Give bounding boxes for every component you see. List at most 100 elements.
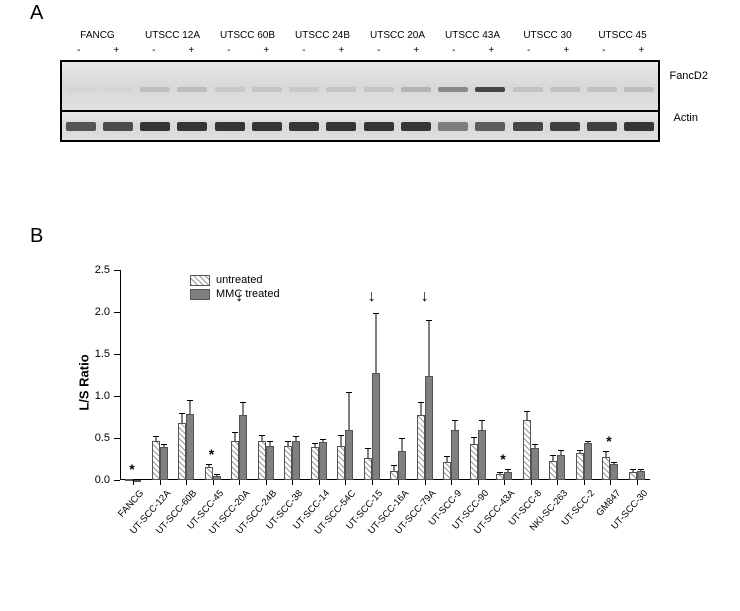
y-tick-label: 1.0 <box>70 390 110 402</box>
blot-pm-label: - <box>510 45 548 56</box>
bar-treated <box>372 373 380 480</box>
bar-treated <box>504 472 512 480</box>
y-tick-label: 2.5 <box>70 264 110 276</box>
blot-fancd2-row <box>62 62 658 110</box>
bar-untreated <box>231 441 239 480</box>
bar-untreated <box>364 458 372 480</box>
bar-treated <box>398 451 406 480</box>
bar-untreated <box>496 474 504 480</box>
blot-pm-label: - <box>435 45 473 56</box>
blot-pm-label: - <box>585 45 623 56</box>
bar-untreated <box>125 479 133 480</box>
marker-star: * <box>606 433 611 449</box>
bar-untreated <box>258 441 266 480</box>
bar-treated <box>292 441 300 480</box>
blot-sample-label: UTSCC 60B <box>210 30 285 41</box>
panel-b-label: B <box>30 225 43 248</box>
bar-treated <box>266 446 274 480</box>
bar-untreated <box>284 446 292 480</box>
blot-plus-minus-row: -+-+-+-+-+-+-+-+ <box>60 45 660 56</box>
blot-pm-label: + <box>248 45 286 56</box>
bar-untreated <box>311 447 319 480</box>
bar-group <box>470 430 486 480</box>
bar-treated <box>531 448 539 480</box>
blot-pm-label: + <box>473 45 511 56</box>
marker-star: * <box>209 446 214 462</box>
bar-treated <box>213 476 221 480</box>
bar-untreated <box>576 453 584 480</box>
bar-treated <box>425 376 433 480</box>
blot-pm-label: + <box>323 45 361 56</box>
blot-pm-label: + <box>98 45 136 56</box>
bar-treated <box>557 455 565 480</box>
blot-pm-label: + <box>398 45 436 56</box>
bar-group <box>178 414 194 480</box>
bar-untreated <box>152 441 160 480</box>
y-tick-label: 2.0 <box>70 306 110 318</box>
blot-pm-label: - <box>210 45 248 56</box>
blot-sample-headers: FANCGUTSCC 12AUTSCC 60BUTSCC 24BUTSCC 20… <box>60 30 660 41</box>
bar-untreated <box>390 471 398 480</box>
bar-untreated <box>549 461 557 480</box>
bar-group <box>496 472 512 480</box>
bar-group <box>364 373 380 480</box>
bar-treated <box>319 442 327 480</box>
bar-group <box>311 442 327 480</box>
bar-group <box>629 471 645 480</box>
blot-pm-label: + <box>548 45 586 56</box>
bar-treated <box>345 430 353 480</box>
blot-pm-label: - <box>285 45 323 56</box>
y-tick-label: 0.5 <box>70 432 110 444</box>
bar-treated <box>160 447 168 480</box>
bar-group <box>549 455 565 480</box>
bar-group <box>417 376 433 480</box>
y-axis-title: L/S Ratio <box>77 354 92 410</box>
western-blot: FANCGUTSCC 12AUTSCC 60BUTSCC 24BUTSCC 20… <box>60 30 660 142</box>
bar-treated <box>239 415 247 480</box>
blot-sample-label: FANCG <box>60 30 135 41</box>
bar-group <box>258 441 274 480</box>
bar-group <box>443 430 459 480</box>
bar-treated <box>610 464 618 480</box>
blot-actin-row <box>62 110 658 140</box>
bar-group <box>390 451 406 480</box>
panel-a-label: A <box>30 2 43 25</box>
bar-untreated <box>205 467 213 480</box>
blot-sample-label: UTSCC 20A <box>360 30 435 41</box>
blot-label-fancd2: FancD2 <box>669 70 708 82</box>
blot-sample-label: UTSCC 43A <box>435 30 510 41</box>
bar-group <box>152 441 168 480</box>
bar-untreated <box>523 420 531 480</box>
bar-untreated <box>443 462 451 480</box>
bar-treated <box>584 443 592 480</box>
bar-treated <box>451 430 459 480</box>
blot-pm-label: - <box>135 45 173 56</box>
blot-sample-label: UTSCC 30 <box>510 30 585 41</box>
blot-pm-label: + <box>623 45 661 56</box>
blot-label-actin: Actin <box>674 112 698 124</box>
y-tick-label: 1.5 <box>70 348 110 360</box>
bar-untreated <box>602 457 610 480</box>
bar-group <box>602 457 618 480</box>
bars-area <box>120 270 650 480</box>
bar-group <box>231 415 247 480</box>
bar-treated <box>637 471 645 480</box>
marker-arrow: ↓ <box>421 288 429 306</box>
bar-group <box>523 420 539 480</box>
bar-group <box>337 430 353 480</box>
bar-untreated <box>470 444 478 480</box>
blot-box <box>60 60 660 142</box>
blot-pm-label: + <box>173 45 211 56</box>
marker-arrow: ↓ <box>368 288 376 306</box>
blot-sample-label: UTSCC 12A <box>135 30 210 41</box>
bar-untreated <box>178 423 186 480</box>
bar-group <box>205 467 221 480</box>
bar-untreated <box>417 415 425 480</box>
marker-star: * <box>500 451 505 467</box>
blot-sample-label: UTSCC 45 <box>585 30 660 41</box>
blot-pm-label: - <box>60 45 98 56</box>
bar-treated <box>478 430 486 480</box>
bar-untreated <box>629 472 637 480</box>
blot-pm-label: - <box>360 45 398 56</box>
marker-arrow: ↓ <box>235 288 243 306</box>
